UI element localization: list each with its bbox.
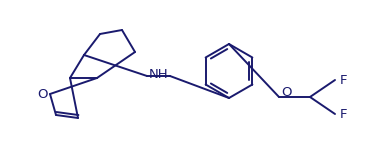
Text: F: F [340,107,348,121]
Text: F: F [340,74,348,86]
Text: O: O [281,86,292,100]
Text: NH: NH [149,69,169,81]
Text: O: O [37,88,47,100]
